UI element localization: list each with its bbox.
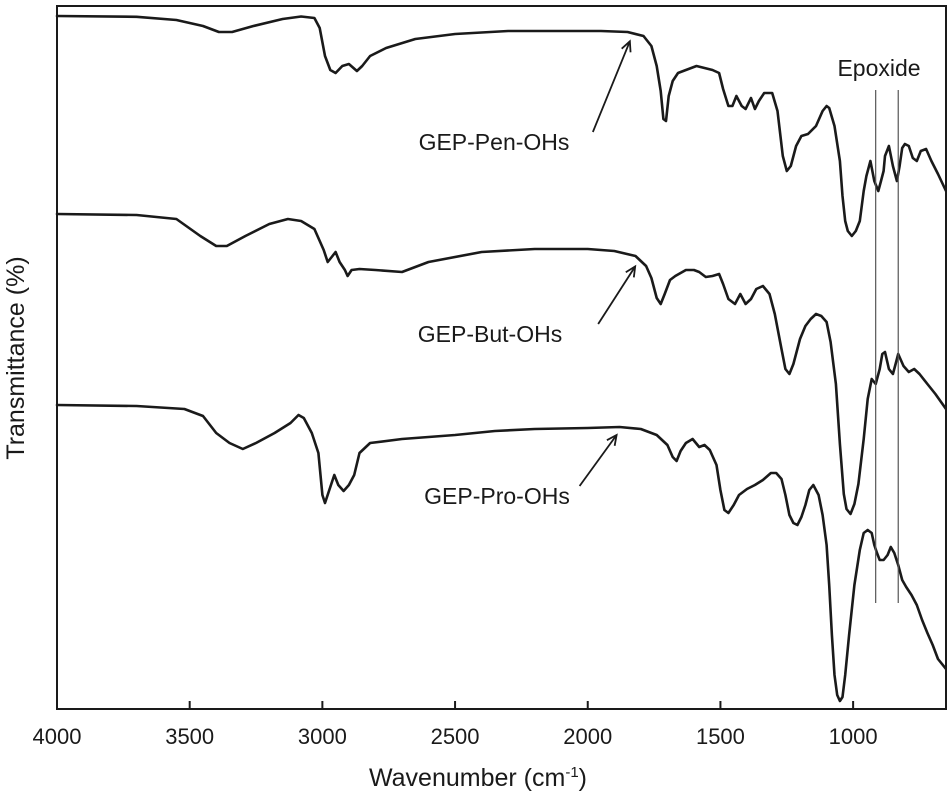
label-arrowhead-2: [625, 264, 637, 278]
plot-frame: [56, 5, 947, 710]
spectrum-line-1: [55, 14, 947, 238]
x-tick-label-1000: 1000: [829, 724, 878, 749]
epoxide-label: Epoxide: [837, 55, 920, 81]
x-tick-label-3500: 3500: [165, 724, 214, 749]
y-axis-title: Transmittance (%): [2, 256, 30, 459]
spectrum-line-3: [55, 403, 947, 703]
label-arrow-3: [578, 434, 618, 487]
label-arrowhead-1: [621, 39, 632, 53]
x-axis-title: Wavenumber (cm-1): [369, 764, 587, 792]
x-tick-label-2000: 2000: [563, 724, 612, 749]
series-label-1: GEP-Pen-OHs: [419, 129, 570, 155]
x-axis-ticks: 4000 3500 3000 2500 2000 1500 1000: [33, 701, 878, 749]
spectrum-line-2: [55, 212, 947, 516]
x-tick-label-4000: 4000: [33, 724, 82, 749]
x-tick-label-1500: 1500: [696, 724, 745, 749]
label-arrow-2: [597, 266, 636, 325]
plot-layer: GEP-Pen-OHs GEP-But-OHs GEP-Pro-OHs: [55, 14, 947, 703]
label-arrowhead-3: [606, 433, 618, 446]
label-arrow-1: [592, 40, 631, 133]
series-label-2: GEP-But-OHs: [418, 321, 562, 347]
x-tick-label-3000: 3000: [298, 724, 347, 749]
x-tick-label-2500: 2500: [431, 724, 480, 749]
series-label-3: GEP-Pro-OHs: [424, 483, 570, 509]
